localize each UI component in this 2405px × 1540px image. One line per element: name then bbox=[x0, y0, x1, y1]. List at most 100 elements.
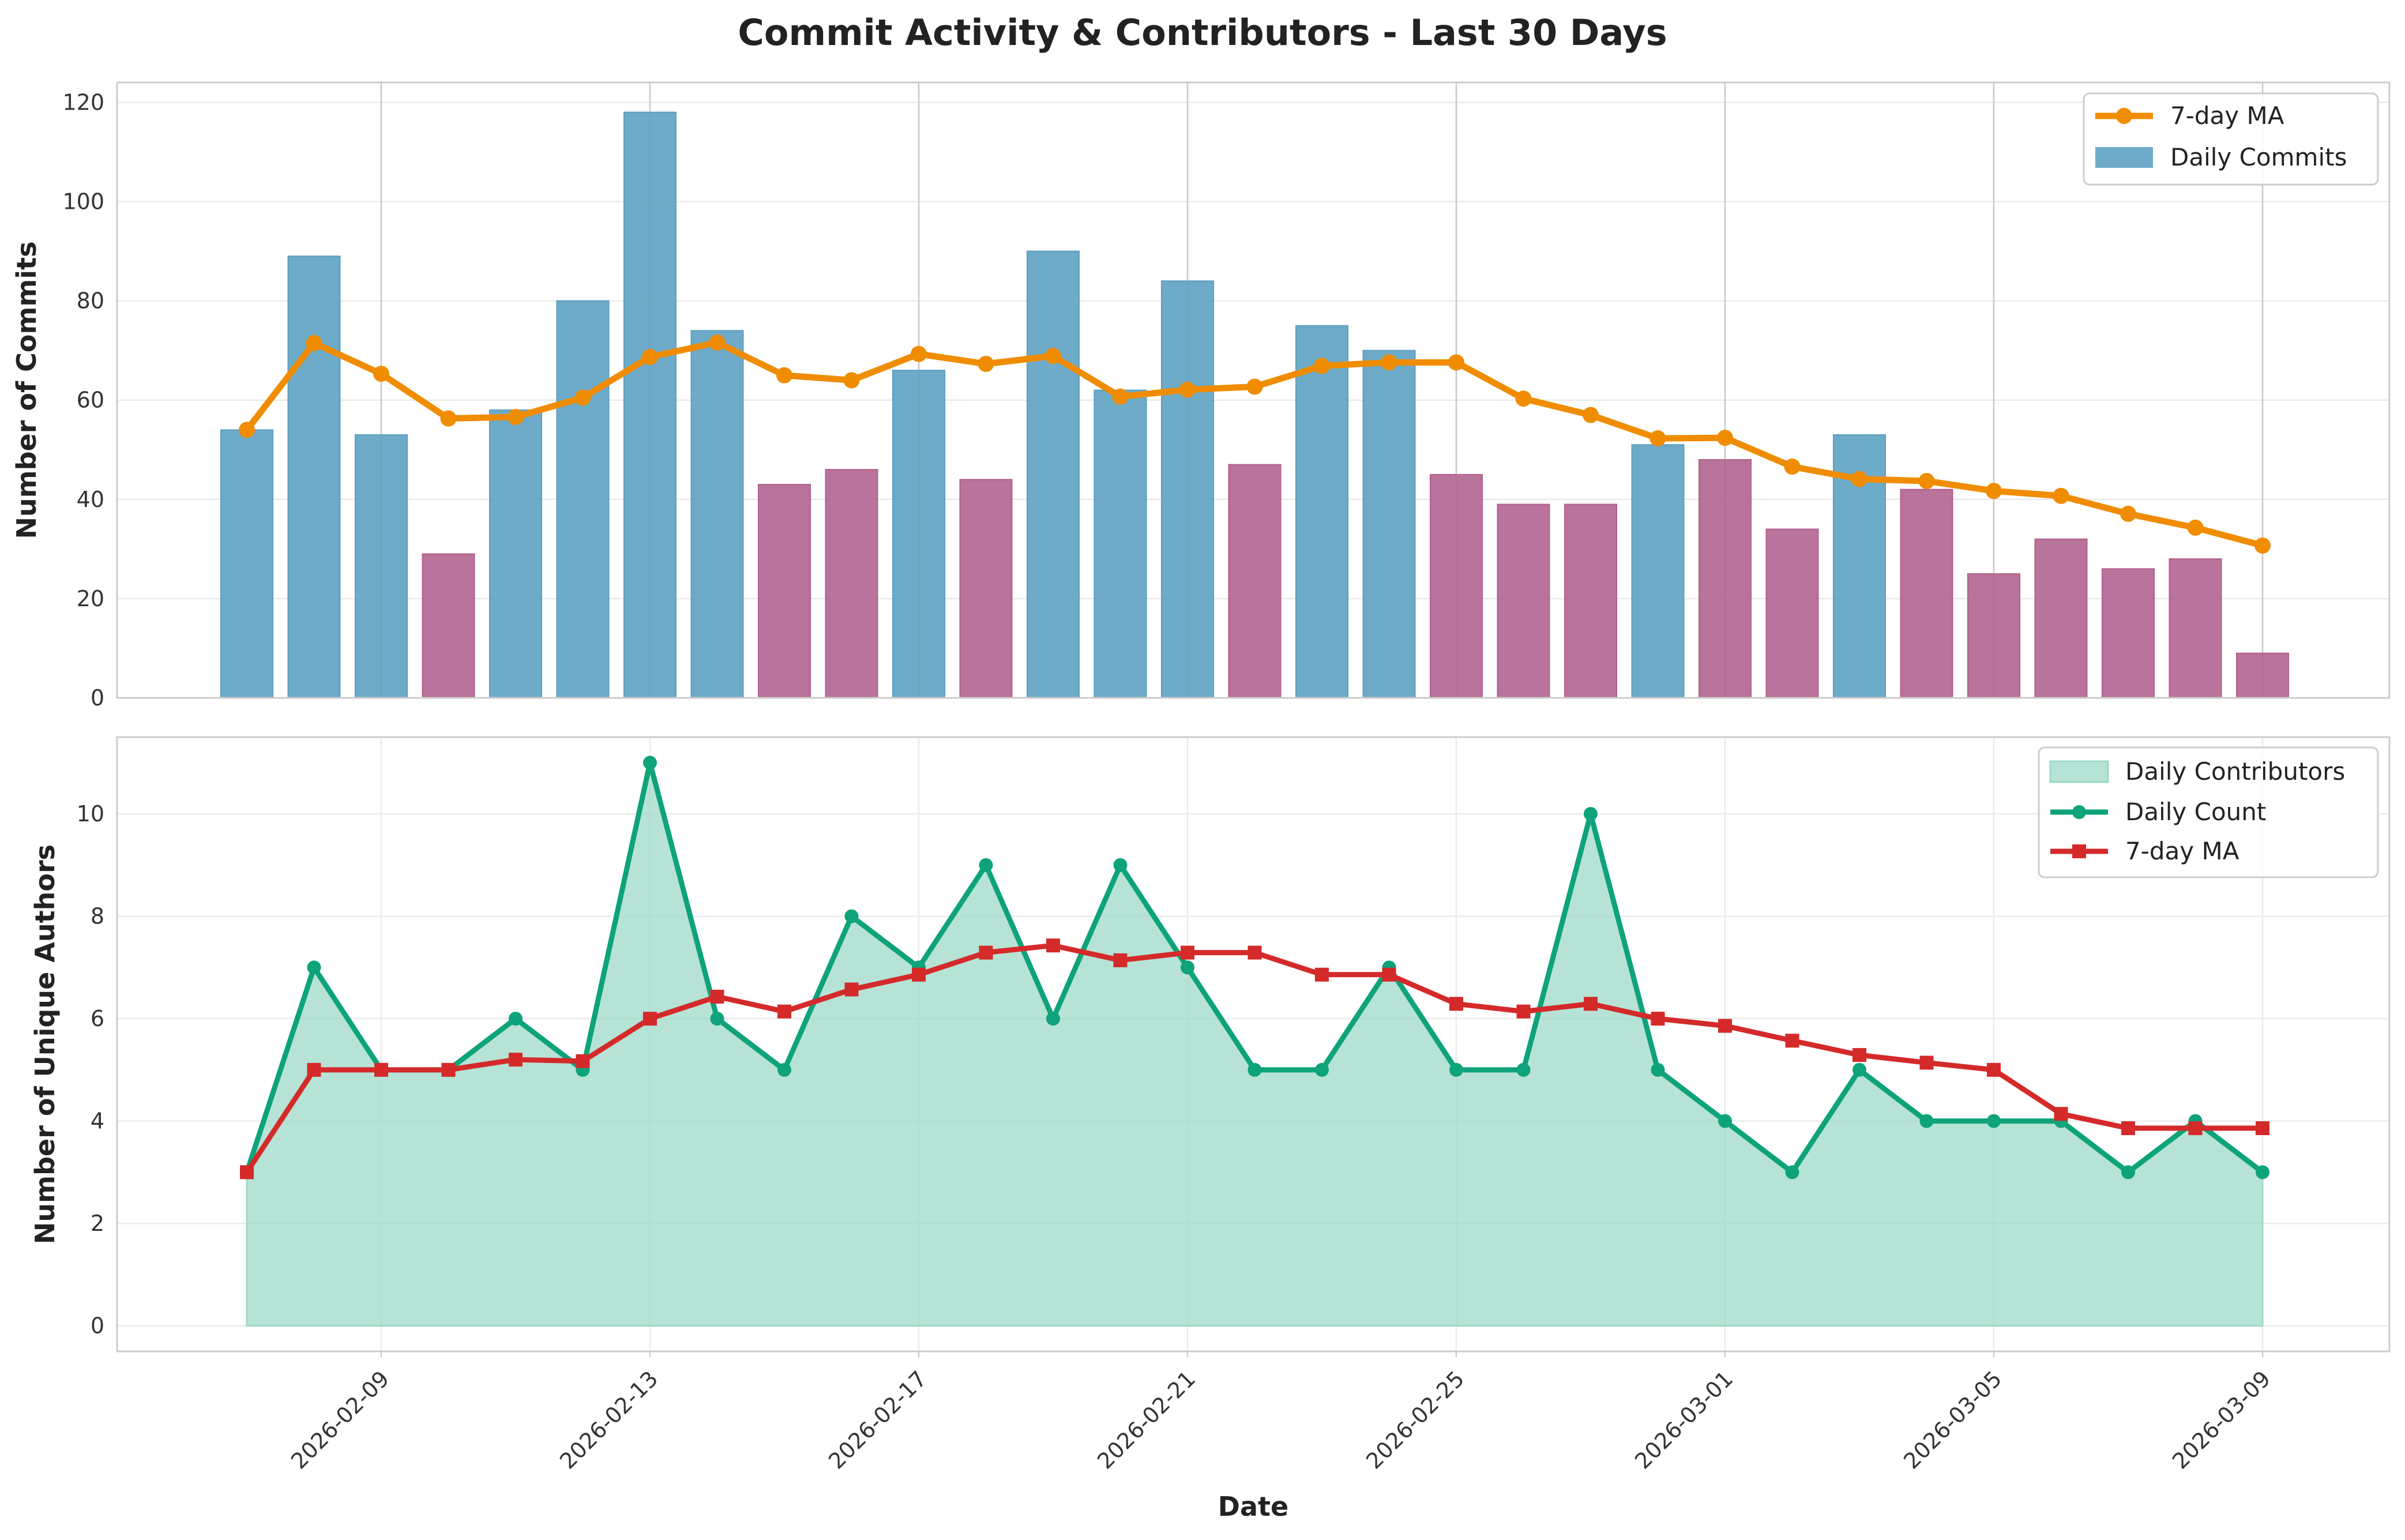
daily-count-point bbox=[710, 1012, 724, 1026]
x-tick-label: 2026-03-05 bbox=[1899, 1366, 2006, 1474]
daily-count-point bbox=[1516, 1062, 1531, 1077]
authors-ma-point bbox=[1785, 1034, 1799, 1048]
authors-y-axis-label: Number of Unique Authors bbox=[29, 844, 61, 1244]
commits-ma-point bbox=[1381, 354, 1397, 371]
daily-count-point bbox=[979, 858, 993, 872]
daily-count-point bbox=[1651, 1062, 1665, 1077]
x-tick-label: 2026-03-09 bbox=[2167, 1366, 2275, 1474]
x-tick-label: 2026-03-01 bbox=[1630, 1366, 1738, 1474]
authors-legend-box bbox=[2038, 746, 2379, 878]
authors-ma-point bbox=[576, 1054, 590, 1068]
commits-ma-point bbox=[1448, 354, 1464, 371]
legend-swatch-authors-ma-marker bbox=[2072, 844, 2086, 858]
commits-ma-point bbox=[709, 334, 726, 351]
commits-ma-point bbox=[1851, 471, 1867, 487]
commit-bar bbox=[2169, 558, 2222, 698]
daily-count-point bbox=[844, 909, 859, 923]
daily-count-point bbox=[1987, 1114, 2001, 1128]
authors-ma-point bbox=[1852, 1048, 1866, 1062]
commits-ma-point bbox=[1717, 430, 1733, 446]
commit-bar bbox=[758, 483, 811, 698]
commits-ma-point bbox=[642, 348, 658, 365]
commits-ma-point bbox=[1246, 378, 1263, 395]
commits-ma-point bbox=[1314, 358, 1330, 374]
daily-count-point bbox=[1852, 1062, 1866, 1077]
commit-bar bbox=[2034, 538, 2088, 698]
commits-ma-point bbox=[1112, 388, 1129, 405]
commits-ma-point bbox=[1649, 430, 1666, 446]
daily-count-point bbox=[1113, 858, 1128, 872]
authors-y-tick-label: 10 bbox=[77, 801, 104, 827]
commits-ma-point bbox=[373, 366, 389, 382]
commits-ma-point bbox=[1784, 459, 1801, 475]
legend-label-contributors: Daily Contributors bbox=[2125, 757, 2345, 786]
daily-count-point bbox=[1919, 1114, 1934, 1128]
commit-bar bbox=[892, 370, 945, 698]
commit-bar bbox=[287, 256, 341, 698]
commits-ma-point bbox=[1045, 348, 1061, 365]
commits-ma-point bbox=[911, 345, 927, 362]
authors-ma-point bbox=[2054, 1107, 2068, 1121]
daily-count-point bbox=[2256, 1165, 2269, 1180]
daily-count-point bbox=[643, 756, 657, 770]
commit-bar bbox=[489, 409, 542, 699]
commit-bar bbox=[2236, 652, 2289, 698]
authors-ma-point bbox=[1987, 1062, 2001, 1077]
commit-bar bbox=[2102, 568, 2155, 698]
commits-ma-point bbox=[2254, 537, 2271, 554]
authors-ma-point bbox=[1315, 967, 1329, 982]
daily-count-point bbox=[307, 960, 321, 975]
commit-bar bbox=[1564, 504, 1617, 699]
commits-ma-point bbox=[2187, 519, 2204, 536]
commit-bar bbox=[422, 553, 475, 698]
authors-ma-point bbox=[307, 1062, 321, 1077]
commits-legend: 7-day MA Daily Commits bbox=[2083, 92, 2379, 186]
x-tick-label: 2026-02-21 bbox=[1092, 1366, 1200, 1474]
authors-ma-point bbox=[1382, 967, 1396, 982]
commits-ma-point bbox=[1515, 390, 1532, 407]
legend-label-daily-commits: Daily Commits bbox=[2170, 143, 2347, 171]
commits-ma-point bbox=[1918, 472, 1935, 489]
commit-bar bbox=[1900, 489, 1953, 699]
daily-count-point bbox=[509, 1012, 523, 1026]
commits-ma-point bbox=[239, 422, 255, 438]
authors-ma-point bbox=[1516, 1004, 1531, 1019]
legend-swatch-ma-marker bbox=[2116, 108, 2132, 124]
authors-ma-point bbox=[643, 1012, 657, 1026]
commits-ma-point bbox=[574, 389, 591, 406]
daily-count-point bbox=[1181, 960, 1194, 975]
commit-bar bbox=[959, 479, 1013, 698]
commits-ma-point bbox=[306, 335, 322, 351]
commits-y-tick-label: 120 bbox=[62, 89, 104, 115]
commits-ma-point bbox=[1583, 407, 1599, 423]
commit-bar bbox=[1093, 389, 1147, 698]
daily-count-point bbox=[1449, 1062, 1463, 1077]
commit-bar bbox=[825, 469, 878, 698]
authors-ma-point bbox=[1651, 1012, 1665, 1026]
authors-y-tick-label: 4 bbox=[91, 1109, 104, 1134]
commit-bar bbox=[1967, 573, 2020, 698]
commits-y-tick-label: 0 bbox=[91, 685, 104, 711]
daily-count-point bbox=[1718, 1114, 1732, 1128]
authors-ma-point bbox=[844, 982, 859, 997]
legend-label-authors-ma: 7-day MA bbox=[2125, 837, 2239, 865]
commit-bar bbox=[556, 300, 610, 698]
chart-title: Commit Activity & Contributors - Last 30… bbox=[738, 12, 1667, 54]
authors-ma-point bbox=[374, 1062, 388, 1077]
authors-ma-point bbox=[1181, 945, 1194, 960]
contributors-panel: 0 2 4 6 8 10 2026-02-09 2026-02-13 2026-02-17 202… bbox=[29, 736, 2391, 1522]
commit-bar bbox=[690, 330, 744, 698]
commits-y-tick-label: 40 bbox=[77, 487, 104, 512]
legend-swatch-daily-count-marker bbox=[2072, 805, 2086, 819]
daily-count-point bbox=[1315, 1062, 1329, 1077]
commits-y-tick-label: 80 bbox=[77, 288, 104, 314]
authors-legend: Daily Contributors Daily Count 7-day MA bbox=[2038, 746, 2379, 878]
authors-y-tick-label: 6 bbox=[91, 1006, 104, 1031]
commit-bar bbox=[1228, 464, 1282, 698]
authors-ma-point bbox=[1584, 997, 1598, 1011]
commit-bar bbox=[1430, 474, 1483, 699]
authors-ma-point bbox=[710, 989, 724, 1004]
commit-bar bbox=[1497, 504, 1550, 699]
authors-ma-point bbox=[240, 1165, 254, 1180]
